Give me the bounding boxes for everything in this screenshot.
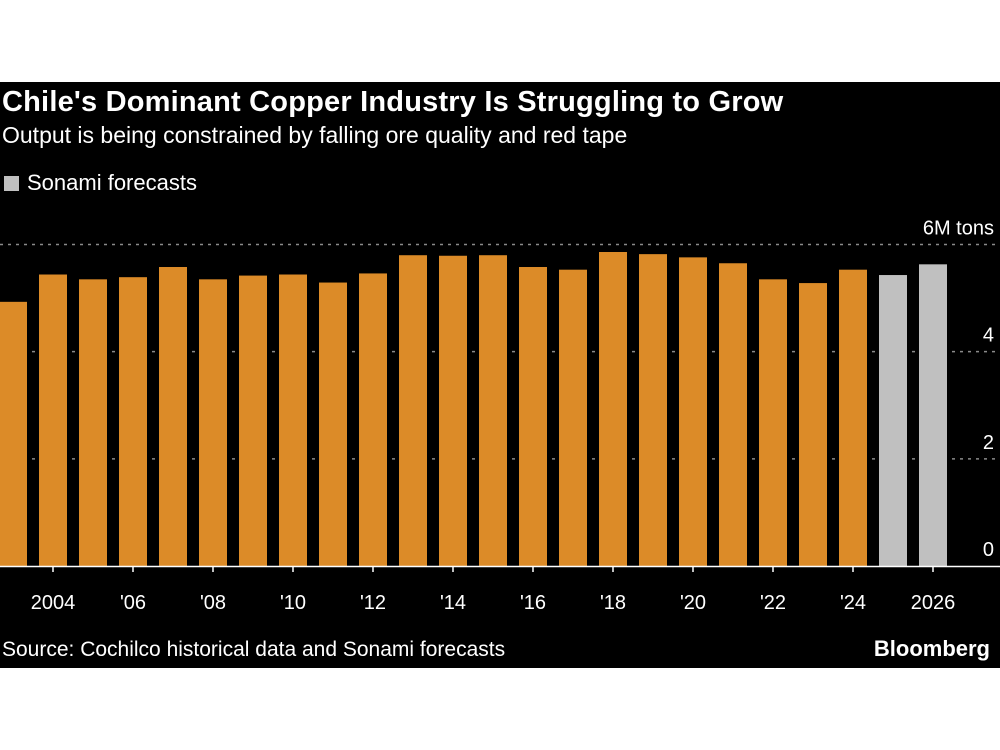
legend-label-forecast: Sonami forecasts xyxy=(27,170,197,195)
bar-2018 xyxy=(599,252,627,567)
bar-2004 xyxy=(39,274,67,566)
bar-2005 xyxy=(79,279,107,566)
bar-2020 xyxy=(679,257,707,566)
x-tick-label: '06 xyxy=(120,592,146,614)
x-tick-label: '08 xyxy=(200,592,226,614)
bar-2021 xyxy=(719,263,747,566)
x-tick-label: '10 xyxy=(280,592,306,614)
x-tick-label: '24 xyxy=(840,592,866,614)
y-tick-label: 4 xyxy=(983,325,994,347)
bar-2010 xyxy=(279,274,307,566)
bar-2011 xyxy=(319,282,347,566)
bar-2006 xyxy=(119,277,147,566)
legend: Sonami forecasts xyxy=(4,170,197,196)
legend-swatch-forecast xyxy=(4,175,19,191)
bar-2016 xyxy=(519,267,547,566)
x-tick-label: '16 xyxy=(520,592,546,614)
x-tick-label: '18 xyxy=(600,592,626,614)
x-tick-label: '20 xyxy=(680,592,706,614)
bar-2025 xyxy=(879,275,907,566)
x-tick-label: '12 xyxy=(360,592,386,614)
bar-2022 xyxy=(759,279,787,566)
bar-2015 xyxy=(479,255,507,566)
bar-2026 xyxy=(919,264,947,566)
bar-2007 xyxy=(159,267,187,566)
bloomberg-logo: Bloomberg xyxy=(873,636,990,661)
x-tick-label: 2026 xyxy=(911,592,956,614)
bar-2013 xyxy=(399,255,427,566)
chart-subtitle: Output is being constrained by falling o… xyxy=(2,122,628,148)
bar-2019 xyxy=(639,254,667,566)
bar-2017 xyxy=(559,269,587,566)
bar-2023 xyxy=(799,283,827,566)
bar-2003 xyxy=(0,301,27,566)
y-tick-label: 2 xyxy=(983,432,994,454)
bar-2009 xyxy=(239,275,267,566)
bar-2012 xyxy=(359,273,387,566)
bar-2014 xyxy=(439,255,467,566)
chart-title: Chile's Dominant Copper Industry Is Stru… xyxy=(2,86,784,118)
y-tick-label: 6M tons xyxy=(923,218,994,240)
bar-2024 xyxy=(839,269,867,566)
y-tick-label: 0 xyxy=(983,539,994,561)
x-tick-label: '14 xyxy=(440,592,466,614)
source-note: Source: Cochilco historical data and Son… xyxy=(2,638,506,661)
x-tick-label: '22 xyxy=(760,592,786,614)
x-tick-label: 2004 xyxy=(31,592,76,614)
bar-2008 xyxy=(199,279,227,566)
